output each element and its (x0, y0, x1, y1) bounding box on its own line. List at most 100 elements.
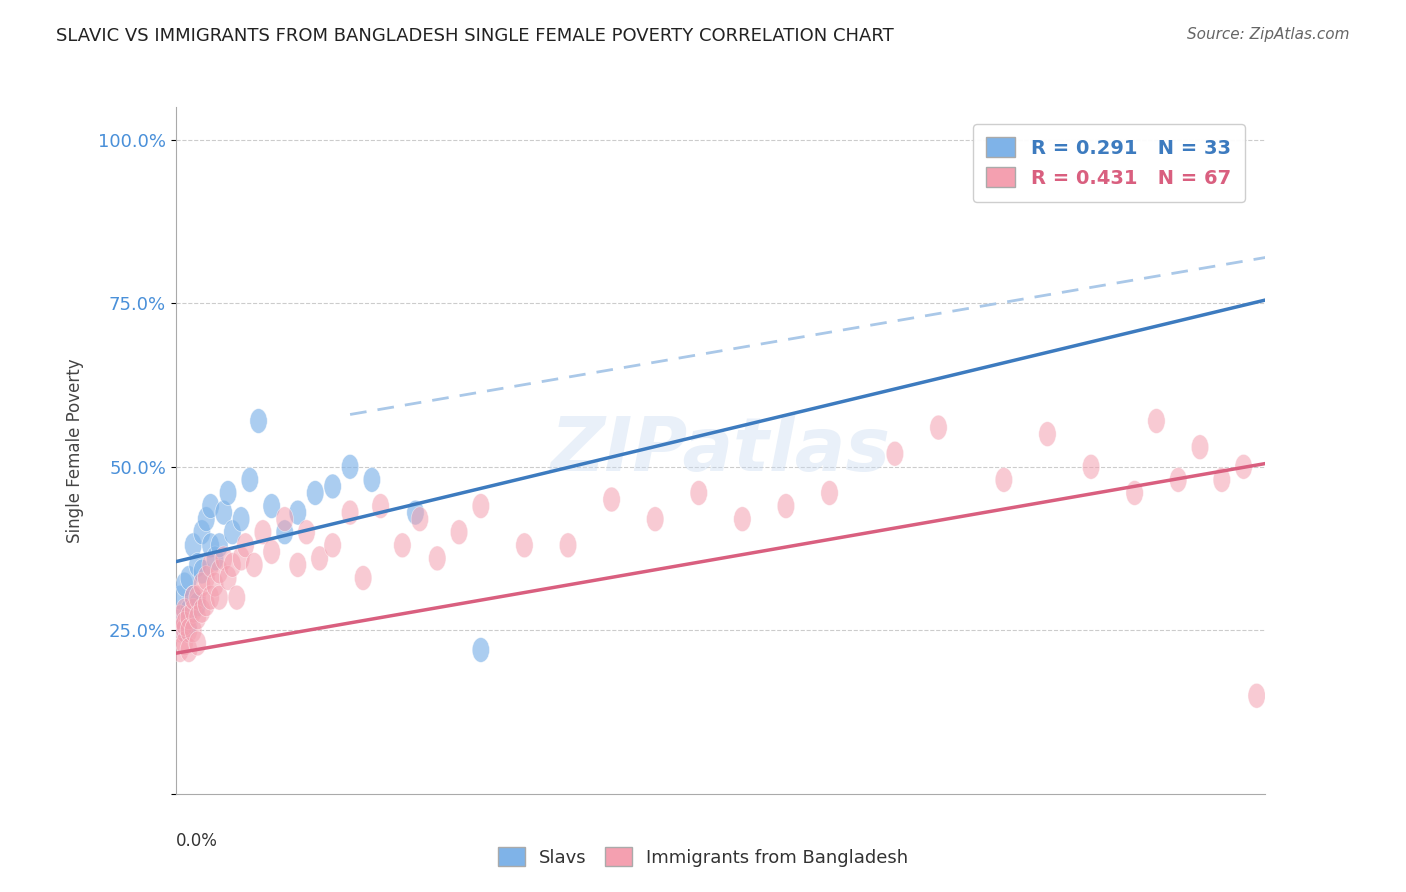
Ellipse shape (193, 520, 211, 545)
Ellipse shape (232, 507, 250, 532)
Ellipse shape (371, 493, 389, 518)
Text: 0.0%: 0.0% (176, 831, 218, 850)
Ellipse shape (276, 507, 294, 532)
Ellipse shape (188, 552, 207, 577)
Ellipse shape (323, 533, 342, 558)
Ellipse shape (394, 533, 411, 558)
Ellipse shape (219, 566, 236, 591)
Ellipse shape (180, 599, 197, 624)
Ellipse shape (363, 467, 381, 492)
Ellipse shape (342, 500, 359, 525)
Y-axis label: Single Female Poverty: Single Female Poverty (66, 359, 84, 542)
Ellipse shape (193, 572, 211, 597)
Ellipse shape (172, 618, 188, 643)
Text: SLAVIC VS IMMIGRANTS FROM BANGLADESH SINGLE FEMALE POVERTY CORRELATION CHART: SLAVIC VS IMMIGRANTS FROM BANGLADESH SIN… (56, 27, 894, 45)
Ellipse shape (193, 559, 211, 584)
Ellipse shape (236, 533, 254, 558)
Ellipse shape (603, 487, 620, 512)
Ellipse shape (188, 591, 207, 616)
Ellipse shape (290, 500, 307, 525)
Ellipse shape (228, 585, 246, 610)
Ellipse shape (1126, 481, 1143, 506)
Ellipse shape (172, 585, 188, 610)
Ellipse shape (778, 493, 794, 518)
Ellipse shape (202, 585, 219, 610)
Ellipse shape (263, 540, 280, 565)
Ellipse shape (197, 566, 215, 591)
Ellipse shape (211, 533, 228, 558)
Ellipse shape (250, 409, 267, 434)
Ellipse shape (323, 474, 342, 499)
Ellipse shape (184, 533, 202, 558)
Ellipse shape (1083, 454, 1099, 479)
Ellipse shape (560, 533, 576, 558)
Ellipse shape (516, 533, 533, 558)
Ellipse shape (184, 618, 202, 643)
Ellipse shape (995, 467, 1012, 492)
Ellipse shape (176, 631, 193, 656)
Ellipse shape (1234, 454, 1253, 479)
Ellipse shape (342, 454, 359, 479)
Ellipse shape (211, 585, 228, 610)
Ellipse shape (232, 546, 250, 571)
Ellipse shape (290, 552, 307, 577)
Ellipse shape (180, 618, 197, 643)
Ellipse shape (184, 585, 202, 610)
Ellipse shape (429, 546, 446, 571)
Ellipse shape (207, 572, 224, 597)
Ellipse shape (224, 520, 242, 545)
Ellipse shape (188, 631, 207, 656)
Ellipse shape (1170, 467, 1187, 492)
Ellipse shape (202, 493, 219, 518)
Ellipse shape (886, 442, 904, 467)
Ellipse shape (176, 572, 193, 597)
Text: Source: ZipAtlas.com: Source: ZipAtlas.com (1187, 27, 1350, 42)
Ellipse shape (207, 546, 224, 571)
Ellipse shape (311, 546, 329, 571)
Ellipse shape (197, 507, 215, 532)
Legend: R = 0.291   N = 33, R = 0.431   N = 67: R = 0.291 N = 33, R = 0.431 N = 67 (973, 124, 1244, 202)
Ellipse shape (307, 481, 323, 506)
Ellipse shape (1249, 683, 1265, 708)
Ellipse shape (821, 481, 838, 506)
Ellipse shape (197, 591, 215, 616)
Ellipse shape (184, 599, 202, 624)
Ellipse shape (406, 500, 425, 525)
Ellipse shape (263, 493, 280, 518)
Ellipse shape (929, 415, 948, 440)
Ellipse shape (180, 605, 197, 630)
Ellipse shape (184, 585, 202, 610)
Ellipse shape (219, 481, 236, 506)
Ellipse shape (211, 559, 228, 584)
Ellipse shape (176, 599, 193, 624)
Ellipse shape (215, 500, 232, 525)
Ellipse shape (180, 566, 197, 591)
Ellipse shape (1213, 467, 1230, 492)
Ellipse shape (188, 605, 207, 630)
Ellipse shape (298, 520, 315, 545)
Ellipse shape (224, 552, 242, 577)
Ellipse shape (193, 599, 211, 624)
Ellipse shape (172, 638, 188, 663)
Ellipse shape (450, 520, 468, 545)
Legend: Slavs, Immigrants from Bangladesh: Slavs, Immigrants from Bangladesh (491, 840, 915, 874)
Ellipse shape (202, 552, 219, 577)
Ellipse shape (276, 520, 294, 545)
Ellipse shape (176, 618, 193, 643)
Ellipse shape (176, 618, 193, 643)
Ellipse shape (647, 507, 664, 532)
Ellipse shape (188, 585, 207, 610)
Ellipse shape (472, 493, 489, 518)
Ellipse shape (254, 520, 271, 545)
Ellipse shape (242, 467, 259, 492)
Ellipse shape (172, 605, 188, 630)
Ellipse shape (1039, 422, 1056, 447)
Ellipse shape (172, 605, 188, 630)
Ellipse shape (180, 611, 197, 636)
Ellipse shape (411, 507, 429, 532)
Ellipse shape (215, 546, 232, 571)
Ellipse shape (176, 611, 193, 636)
Ellipse shape (734, 507, 751, 532)
Ellipse shape (180, 638, 197, 663)
Ellipse shape (472, 638, 489, 663)
